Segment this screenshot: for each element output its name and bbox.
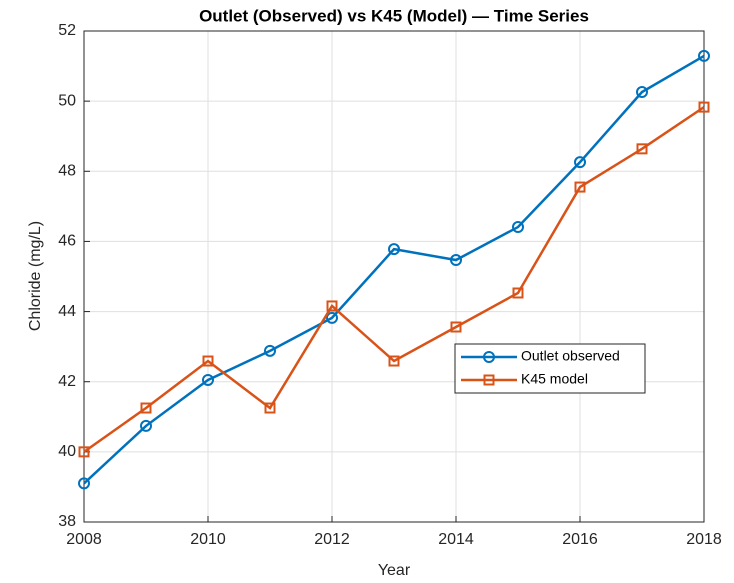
marker	[326, 300, 338, 312]
x-axis-label: Year	[378, 562, 411, 579]
marker	[78, 446, 90, 458]
x-tick-label: 2014	[438, 531, 474, 548]
marker	[636, 86, 648, 99]
marker	[574, 181, 586, 193]
x-tick-label: 2018	[686, 531, 722, 548]
marker	[78, 477, 90, 490]
legend: Outlet observed K45 model	[454, 343, 646, 394]
marker	[512, 221, 524, 234]
marker	[264, 402, 276, 414]
chart-title: Outlet (Observed) vs K45 (Model) — Time …	[199, 6, 589, 25]
marker	[388, 243, 400, 256]
x-tick-label: 2012	[314, 531, 350, 548]
x-tick-label: 2008	[66, 531, 102, 548]
marker	[483, 374, 495, 386]
y-tick-label: 52	[58, 22, 76, 39]
series-line	[83, 106, 705, 453]
legend-label: Outlet observed	[521, 348, 620, 364]
y-tick-label: 44	[58, 303, 76, 320]
marker	[698, 101, 710, 113]
y-tick-label: 40	[58, 443, 76, 460]
legend-label: K45 model	[521, 371, 588, 387]
x-tick-label: 2016	[562, 531, 598, 548]
marker	[388, 355, 400, 367]
marker	[698, 49, 710, 62]
marker	[574, 156, 586, 169]
marker	[450, 254, 462, 267]
marker	[202, 373, 214, 386]
plot-frame	[83, 30, 705, 523]
marker	[512, 287, 524, 299]
series-line	[83, 54, 705, 485]
marker	[636, 143, 648, 155]
marker	[450, 321, 462, 333]
y-tick-label: 50	[58, 92, 76, 109]
marker	[326, 311, 338, 324]
y-tick-label: 42	[58, 373, 76, 390]
y-tick-label: 48	[58, 163, 76, 180]
y-tick-label: 46	[58, 233, 76, 250]
x-tick-label: 2010	[190, 531, 226, 548]
marker	[264, 344, 276, 357]
marker	[483, 351, 495, 363]
marker	[140, 419, 152, 432]
y-axis-label: Chloride (mg/L)	[27, 221, 44, 331]
marker	[140, 402, 152, 414]
y-tick-label: 38	[58, 513, 76, 530]
marker	[202, 355, 214, 367]
